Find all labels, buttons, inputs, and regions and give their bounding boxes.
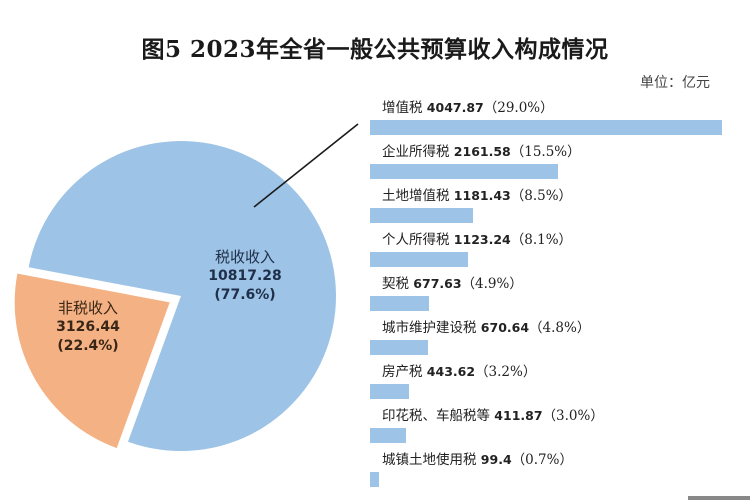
bar — [370, 428, 406, 443]
bar-label: 个人所得税 1123.24（8.1%） — [382, 232, 573, 248]
bar-row: 房产税 443.62（3.2%） — [370, 360, 740, 400]
bar-label: 房产税 443.62（3.2%） — [382, 364, 537, 380]
pie-label-nontax: 非税收入 3126.44 (22.4%) — [38, 299, 138, 356]
watermark-bar — [688, 496, 750, 500]
bar-label: 契税 677.63（4.9%） — [382, 276, 523, 292]
chart-title: 图5 2023年全省一般公共预算收入构成情况 — [141, 36, 609, 63]
bar-row: 城镇土地使用税 99.4（0.7%） — [370, 448, 740, 488]
bar-label: 城市维护建设税 670.64（4.8%） — [382, 320, 591, 336]
bar-label: 印花税、车船税等 411.87（3.0%） — [382, 408, 604, 424]
bar-row: 企业所得税 2161.58（15.5%） — [370, 140, 740, 180]
bar — [370, 252, 468, 267]
pie-label-nontax-value: 3126.44 — [56, 319, 120, 335]
bar-label: 企业所得税 2161.58（15.5%） — [382, 144, 581, 160]
pie-label-tax-value: 10817.28 — [208, 268, 282, 284]
bar-row: 城市维护建设税 670.64（4.8%） — [370, 316, 740, 356]
pie-slice-tax — [28, 141, 336, 452]
bar — [370, 120, 722, 135]
bar-label: 增值税 4047.87（29.0%） — [382, 100, 554, 116]
pie-label-nontax-name: 非税收入 — [57, 299, 118, 317]
leader-line — [253, 123, 359, 208]
bar — [370, 340, 429, 355]
bar-row: 增值税 4047.87（29.0%） — [370, 96, 740, 136]
pie-label-tax-pct: (77.6%) — [214, 287, 276, 303]
unit-label: 单位：亿元 — [640, 75, 710, 91]
bar-row: 个人所得税 1123.24（8.1%） — [370, 228, 740, 268]
pie-slice-nontax — [14, 273, 170, 449]
pie-label-tax-name: 税收收入 — [214, 248, 275, 266]
bar — [370, 384, 409, 399]
bar-label: 土地增值税 1181.43（8.5%） — [382, 188, 573, 204]
bar-row: 契税 677.63（4.9%） — [370, 272, 740, 312]
bar — [370, 472, 379, 487]
pie-label-tax: 税收收入 10817.28 (77.6%) — [190, 248, 300, 305]
bar — [370, 296, 429, 311]
pie-label-nontax-pct: (22.4%) — [57, 338, 119, 354]
bar-row: 印花税、车船税等 411.87（3.0%） — [370, 404, 740, 444]
bar — [370, 208, 473, 223]
bar — [370, 164, 558, 179]
bar-label: 城镇土地使用税 99.4（0.7%） — [382, 452, 573, 468]
bar-row: 土地增值税 1181.43（8.5%） — [370, 184, 740, 224]
